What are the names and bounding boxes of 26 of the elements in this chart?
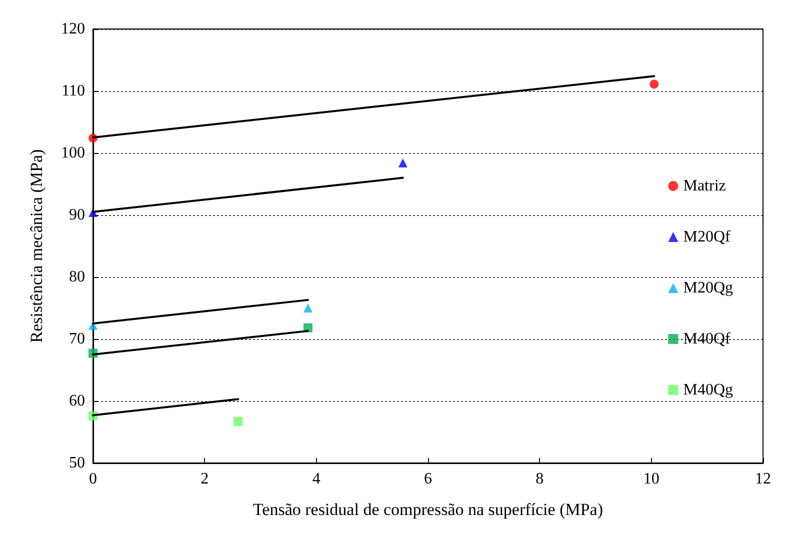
y-tick-label: 90 [69, 206, 85, 224]
legend-label: Matriz [683, 178, 726, 194]
y-tick-label: 110 [62, 82, 85, 100]
point [398, 158, 408, 168]
point [234, 416, 243, 426]
y-tick-label: 70 [69, 330, 85, 348]
x-tick-label: 6 [424, 470, 432, 488]
y-tick-label: 100 [61, 144, 85, 162]
y-axis-title: Resistência mecânica (MPa) [27, 149, 46, 343]
x-tick-label: 10 [643, 470, 660, 488]
legend-label: M20Qf [683, 228, 731, 246]
x-tick-label: 2 [200, 470, 209, 488]
point [650, 80, 659, 89]
legend-label: M20Qg [683, 280, 733, 296]
point [303, 304, 312, 312]
x-tick-label: 4 [312, 470, 320, 488]
x-tick-label: 0 [89, 470, 97, 488]
y-tick-label: 80 [69, 268, 85, 286]
y-tick-label: 120 [61, 20, 85, 38]
y-tick-label: 60 [69, 392, 85, 410]
x-tick-label: 8 [536, 470, 544, 488]
x-axis-title: Tensão residual de compressão na superfície (MPa) [252, 500, 604, 519]
y-tick-label: 50 [69, 454, 85, 472]
legend-label: M40Qg [683, 382, 733, 398]
legend-label: M40Qf [683, 330, 731, 348]
x-tick-label: 12 [755, 470, 771, 488]
